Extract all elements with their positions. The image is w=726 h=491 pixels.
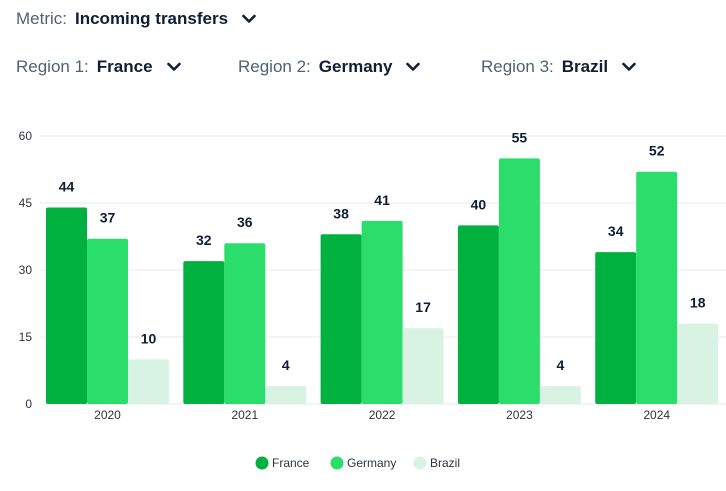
bar-germany-2022[interactable]	[361, 220, 403, 404]
chevron-down-icon[interactable]	[166, 62, 181, 72]
data-label: 37	[100, 210, 116, 226]
bar-germany-2023[interactable]	[498, 158, 540, 404]
y-tick-label: 60	[19, 129, 33, 143]
region-1-value: France	[96, 57, 153, 76]
legend-swatch-germany	[330, 456, 344, 470]
data-label: 32	[196, 232, 212, 248]
y-tick-label: 0	[25, 397, 32, 411]
data-label: 41	[374, 192, 390, 208]
y-tick-label: 45	[19, 196, 33, 210]
bar-brazil-2021[interactable]	[265, 386, 307, 404]
data-label: 38	[333, 205, 349, 221]
bar-brazil-2023[interactable]	[539, 386, 581, 404]
data-label: 36	[237, 214, 253, 230]
region-3-value: Brazil	[561, 57, 609, 76]
legend-swatch-france	[255, 456, 269, 470]
data-label: 4	[282, 357, 290, 373]
data-label: 40	[471, 196, 487, 212]
legend-label-brazil[interactable]: Brazil	[430, 456, 460, 470]
metric-label: Metric:	[16, 9, 67, 28]
data-label: 17	[415, 299, 431, 315]
chevron-down-icon[interactable]	[622, 62, 636, 72]
bar-brazil-2024[interactable]	[677, 323, 719, 404]
bar-france-2022[interactable]	[320, 234, 362, 404]
metric-value: Incoming transfers	[75, 9, 229, 28]
bar-brazil-2020[interactable]	[128, 359, 169, 404]
x-tick-label: 2023	[506, 408, 533, 422]
region-2-label: Region 2:	[238, 57, 311, 76]
metric-selector[interactable]: Metric: Incoming transfers	[16, 9, 256, 29]
data-label: 52	[649, 143, 665, 159]
region-1-selector[interactable]: Region 1: France	[16, 57, 181, 77]
region-3-label: Region 3:	[481, 57, 554, 76]
data-label: 4	[557, 357, 565, 373]
region-2-selector[interactable]: Region 2: Germany	[238, 57, 421, 77]
x-tick-label: 2020	[94, 408, 121, 422]
x-tick-label: 2022	[369, 408, 396, 422]
legend-label-france[interactable]: France	[272, 456, 310, 470]
y-tick-label: 30	[19, 263, 33, 277]
data-label: 55	[512, 129, 528, 145]
data-label: 18	[690, 295, 706, 311]
bar-brazil-2022[interactable]	[402, 328, 444, 404]
chevron-down-icon[interactable]	[406, 62, 421, 72]
y-tick-label: 15	[19, 330, 33, 344]
x-tick-label: 2021	[231, 408, 258, 422]
bar-france-2023[interactable]	[457, 225, 499, 404]
data-label: 34	[608, 223, 624, 239]
data-label: 10	[141, 330, 157, 346]
bar-france-2020[interactable]	[46, 207, 87, 404]
legend-label-germany[interactable]: Germany	[347, 456, 396, 470]
data-label: 44	[59, 178, 75, 194]
region-2-value: Germany	[318, 57, 393, 76]
bar-germany-2020[interactable]	[87, 238, 128, 404]
bar-germany-2024[interactable]	[636, 171, 678, 404]
bar-germany-2021[interactable]	[224, 243, 266, 404]
region-3-selector[interactable]: Region 3: Brazil	[481, 57, 636, 77]
legend-swatch-brazil	[413, 456, 427, 470]
bar-france-2024[interactable]	[595, 252, 637, 404]
chevron-down-icon[interactable]	[242, 14, 256, 24]
bar-france-2021[interactable]	[183, 261, 225, 404]
x-tick-label: 2024	[643, 408, 670, 422]
region-1-label: Region 1:	[16, 57, 89, 76]
